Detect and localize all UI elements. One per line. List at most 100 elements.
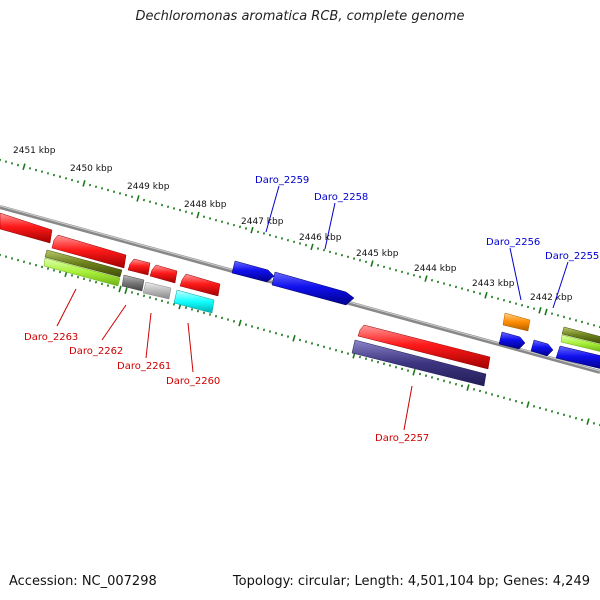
gene-label-forward[interactable]: Daro_2255 [545,251,599,262]
minor-tick [490,393,494,396]
minor-tick [298,242,302,245]
minor-tick [436,280,440,284]
minor-tick [184,210,188,214]
gene-label-forward[interactable]: Daro_2258 [314,192,368,203]
minor-tick [124,193,128,197]
minor-tick [586,322,590,325]
gene-feature-forward[interactable] [498,331,526,350]
gene-feature-forward[interactable] [555,345,600,369]
cog-feature-light-grey[interactable] [142,281,172,300]
gene-feature-reverse[interactable] [179,273,221,297]
gene-feature-reverse[interactable] [357,324,491,370]
minor-tick [208,217,212,220]
minor-tick [502,298,506,302]
minor-tick [148,296,152,299]
gene-feature-forward[interactable] [271,271,355,306]
minor-tick [340,350,344,354]
gene-label-reverse[interactable]: Daro_2260 [166,376,220,387]
gene-label-reverse[interactable]: Daro_2263 [24,332,78,343]
major-tick [370,260,374,267]
minor-tick [190,308,194,311]
leader-line [145,312,152,359]
minor-tick [364,260,368,264]
minor-tick [106,188,110,192]
gene-label-reverse[interactable]: Daro_2257 [375,433,429,444]
minor-tick [328,250,332,254]
leader-line [552,261,569,309]
minor-tick [40,265,44,269]
minor-tick [232,319,236,323]
minor-tick [220,220,224,224]
minor-tick [256,326,260,330]
cog-feature-lime[interactable] [560,334,600,352]
minor-tick [592,421,596,425]
minor-tick [508,300,512,304]
gene-label-forward[interactable]: Daro_2259 [255,175,309,186]
minor-tick [442,379,446,383]
minor-tick [532,404,536,408]
minor-tick [568,317,572,320]
cog-feature-lime[interactable] [43,257,121,287]
minor-tick [316,343,320,347]
major-tick [82,180,86,187]
minor-tick [214,314,218,318]
minor-tick [562,413,566,417]
cog-feature-orange[interactable] [502,312,531,332]
minor-tick [70,178,74,182]
leader-line [403,385,413,431]
gene-feature-forward[interactable] [530,339,554,357]
gene-feature-reverse[interactable] [51,234,127,269]
minor-tick [292,240,296,244]
major-tick [238,319,242,327]
cog-feature-olive[interactable] [561,326,600,344]
gene-feature-reverse[interactable] [127,258,151,276]
cog-feature-cyan[interactable] [173,289,215,314]
leader-line [187,322,194,373]
minor-tick [172,207,176,210]
minor-tick [556,314,560,317]
major-tick [22,163,26,171]
gene-label-reverse[interactable]: Daro_2262 [69,346,123,357]
minor-tick [76,275,80,279]
cog-feature-grey[interactable] [121,274,145,292]
minor-tick [34,263,38,267]
minor-tick [556,411,560,415]
gene-label-reverse[interactable]: Daro_2261 [117,361,171,372]
minor-tick [226,222,230,225]
gene-feature-forward[interactable] [231,260,275,283]
cog-feature-navy[interactable] [351,339,487,387]
outer-tick-track [0,158,600,329]
minor-tick [94,185,98,189]
minor-tick [256,230,260,234]
minor-tick [40,170,44,173]
minor-tick [412,273,416,277]
minor-tick [160,203,164,207]
minor-tick [28,262,32,265]
minor-tick [418,372,422,376]
minor-tick [406,272,410,275]
minor-tick [394,365,398,369]
minor-tick [16,163,20,167]
minor-tick [322,345,326,349]
minor-tick [502,396,506,400]
minor-tick [550,312,554,315]
major-tick [196,211,200,219]
gene-label-forward[interactable]: Daro_2256 [486,237,540,248]
minor-tick [310,342,314,345]
accession-text: Accession: NC_007298 [9,574,157,589]
minor-tick [274,331,278,335]
minor-tick [592,324,596,327]
minor-tick [562,315,566,319]
minor-tick [52,268,56,272]
gene-feature-reverse[interactable] [0,212,53,244]
minor-tick [274,235,278,239]
minor-tick [520,401,524,405]
minor-tick [496,297,500,300]
gene-feature-reverse[interactable] [149,264,178,284]
minor-tick [466,288,470,292]
cog-feature-olive[interactable] [44,249,123,278]
minor-tick [430,278,434,282]
scale-label: 2445 kbp [356,249,399,259]
minor-tick [136,292,140,296]
minor-tick [454,382,458,386]
